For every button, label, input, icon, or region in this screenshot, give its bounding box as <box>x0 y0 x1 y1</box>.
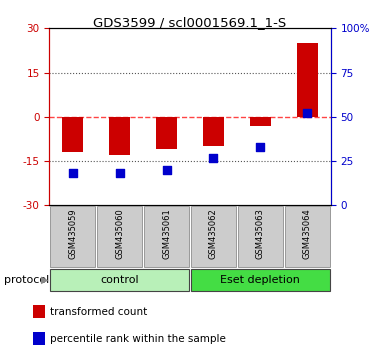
Bar <box>62 117 83 152</box>
Point <box>211 155 217 160</box>
Point <box>117 171 123 176</box>
FancyBboxPatch shape <box>50 206 95 267</box>
Text: GDS3599 / scl0001569.1_1-S: GDS3599 / scl0001569.1_1-S <box>93 16 287 29</box>
FancyBboxPatch shape <box>285 206 330 267</box>
FancyBboxPatch shape <box>191 206 236 267</box>
Text: protocol: protocol <box>4 275 49 285</box>
Text: GSM435059: GSM435059 <box>68 209 78 259</box>
Point <box>70 171 76 176</box>
Text: GSM435064: GSM435064 <box>302 209 312 259</box>
Bar <box>203 117 224 146</box>
Bar <box>109 117 130 155</box>
FancyBboxPatch shape <box>191 269 330 291</box>
Text: Eset depletion: Eset depletion <box>220 275 300 285</box>
FancyBboxPatch shape <box>238 206 283 267</box>
Bar <box>156 117 177 149</box>
Text: GSM435062: GSM435062 <box>209 209 218 259</box>
Text: percentile rank within the sample: percentile rank within the sample <box>50 335 226 344</box>
Bar <box>297 43 318 117</box>
Point <box>257 144 263 150</box>
Text: ▶: ▶ <box>41 275 49 285</box>
Bar <box>250 117 271 126</box>
Text: transformed count: transformed count <box>50 307 147 317</box>
Point <box>163 167 169 173</box>
Bar <box>33 305 45 318</box>
Text: GSM435060: GSM435060 <box>115 209 124 259</box>
Bar <box>33 332 45 345</box>
FancyBboxPatch shape <box>144 206 189 267</box>
FancyBboxPatch shape <box>97 206 142 267</box>
Point <box>304 110 310 116</box>
Text: GSM435063: GSM435063 <box>256 209 265 259</box>
FancyBboxPatch shape <box>50 269 189 291</box>
Text: control: control <box>100 275 139 285</box>
Text: GSM435061: GSM435061 <box>162 209 171 259</box>
